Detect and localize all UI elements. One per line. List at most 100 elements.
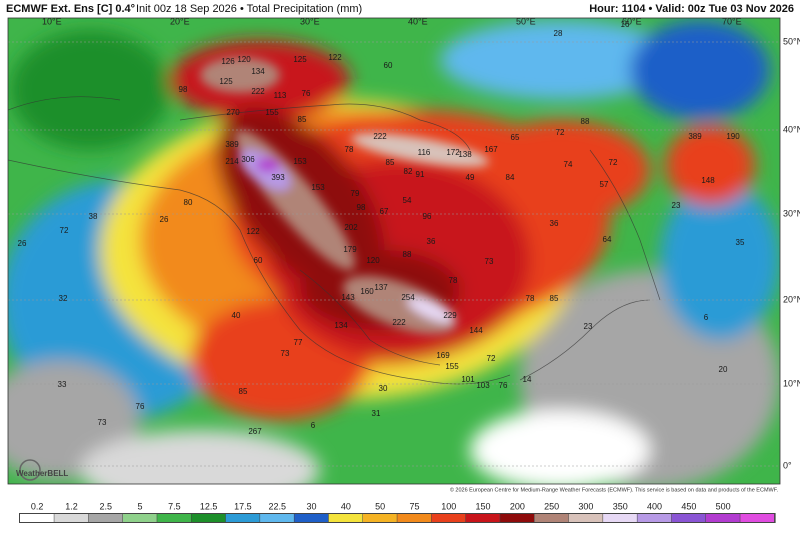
map-frame bbox=[7, 17, 781, 485]
precip-value: 96 bbox=[423, 212, 432, 221]
precip-value: 167 bbox=[484, 145, 498, 154]
header-init: Init 00z 18 Sep 2026 • Total Precipitati… bbox=[136, 3, 362, 15]
colorbar-cell bbox=[122, 514, 157, 522]
precip-value: 78 bbox=[345, 145, 354, 154]
precip-value: 77 bbox=[294, 338, 303, 347]
colorbar-label: 7.5 bbox=[168, 501, 181, 511]
precip-value: 85 bbox=[239, 387, 248, 396]
precip-value: 30 bbox=[379, 384, 388, 393]
precip-value: 143 bbox=[341, 293, 355, 302]
colorbar-label: 150 bbox=[476, 501, 491, 511]
lat-label: 0° bbox=[783, 460, 792, 470]
precip-value: 32 bbox=[59, 294, 68, 303]
colorbar-label: 100 bbox=[441, 501, 456, 511]
precip-value: 40 bbox=[232, 311, 241, 320]
lat-label: 50°N bbox=[783, 36, 800, 46]
colorbar-cell bbox=[603, 514, 637, 522]
colorbar-label: 450 bbox=[681, 501, 696, 511]
colorbar-cell bbox=[225, 514, 260, 522]
precip-value: 393 bbox=[271, 173, 285, 182]
precip-value: 35 bbox=[736, 238, 745, 247]
colorbar-cell bbox=[431, 514, 466, 522]
precip-value: 26 bbox=[18, 239, 27, 248]
precip-value: 6 bbox=[704, 313, 709, 322]
precip-value: 76 bbox=[499, 381, 508, 390]
lon-label: 20°E bbox=[170, 16, 190, 26]
colorbar-label: 17.5 bbox=[234, 501, 252, 511]
colorbar-cell bbox=[294, 514, 329, 522]
colorbar-cell bbox=[500, 514, 534, 522]
precip-value: 270 bbox=[226, 108, 240, 117]
colorbar-cell bbox=[568, 514, 603, 522]
precip-value: 306 bbox=[241, 155, 255, 164]
colorbar-label: 1.2 bbox=[65, 501, 78, 511]
precip-value: 26 bbox=[160, 215, 169, 224]
precip-value: 36 bbox=[550, 219, 559, 228]
precip-value: 125 bbox=[293, 55, 307, 64]
precip-value: 160 bbox=[360, 287, 374, 296]
precip-value: 80 bbox=[184, 198, 193, 207]
colorbar-cell bbox=[706, 514, 740, 522]
colorbar-label: 2.5 bbox=[99, 501, 112, 511]
precip-value: 16 bbox=[621, 20, 630, 29]
precip-value: 113 bbox=[274, 91, 287, 100]
precip-value: 85 bbox=[386, 158, 395, 167]
precip-value: 122 bbox=[246, 227, 260, 236]
lat-label: 30°N bbox=[783, 208, 800, 218]
precip-value: 222 bbox=[251, 87, 265, 96]
lon-label: 50°E bbox=[516, 16, 536, 26]
lon-label: 40°E bbox=[408, 16, 428, 26]
precip-value: 60 bbox=[384, 61, 393, 70]
lon-label: 10°E bbox=[42, 16, 62, 26]
colorbar-cell bbox=[54, 514, 89, 522]
precip-value: 148 bbox=[701, 176, 715, 185]
precip-value: 222 bbox=[392, 318, 406, 327]
precip-value: 254 bbox=[401, 293, 415, 302]
colorbar-label: 12.5 bbox=[200, 501, 218, 511]
colorbar-cell bbox=[328, 514, 363, 522]
precip-value: 389 bbox=[225, 140, 239, 149]
precip-value: 172 bbox=[446, 148, 460, 157]
colorbar-cell bbox=[363, 514, 397, 522]
colorbar-label: 5 bbox=[138, 501, 143, 511]
precip-value: 73 bbox=[281, 349, 290, 358]
precip-value: 72 bbox=[556, 128, 565, 137]
precip-value: 389 bbox=[688, 132, 702, 141]
colorbar-label: 75 bbox=[409, 501, 419, 511]
precip-value: 76 bbox=[136, 402, 145, 411]
precip-value: 137 bbox=[374, 283, 388, 292]
precip-value: 38 bbox=[89, 212, 98, 221]
precip-value: 88 bbox=[403, 250, 412, 259]
precip-value: 91 bbox=[416, 170, 425, 179]
precip-value: 169 bbox=[436, 351, 450, 360]
colorbar-label: 22.5 bbox=[268, 501, 286, 511]
colorbar-label: 40 bbox=[341, 501, 351, 511]
colorbar-cell bbox=[88, 514, 123, 522]
precip-value: 31 bbox=[372, 409, 381, 418]
precip-value: 98 bbox=[357, 203, 366, 212]
precip-value: 202 bbox=[344, 223, 358, 232]
precip-value: 120 bbox=[366, 256, 380, 265]
precip-value: 20 bbox=[719, 365, 728, 374]
precip-value: 98 bbox=[179, 85, 188, 94]
precip-value: 85 bbox=[298, 115, 307, 124]
precip-value: 67 bbox=[380, 207, 389, 216]
precip-value: 72 bbox=[609, 158, 618, 167]
precip-value: 85 bbox=[550, 294, 559, 303]
precip-value: 179 bbox=[343, 245, 357, 254]
precip-value: 72 bbox=[60, 226, 69, 235]
colorbar-label: 50 bbox=[375, 501, 385, 511]
precip-value: 82 bbox=[404, 167, 413, 176]
precip-value: 267 bbox=[248, 427, 262, 436]
precip-value: 74 bbox=[564, 160, 573, 169]
precip-value: 33 bbox=[58, 380, 67, 389]
colorbar-label: 500 bbox=[716, 501, 731, 511]
precip-value: 116 bbox=[418, 148, 431, 157]
precip-value: 122 bbox=[328, 53, 342, 62]
precip-value: 76 bbox=[302, 89, 311, 98]
precip-value: 49 bbox=[466, 173, 475, 182]
colorbar-cell bbox=[191, 514, 226, 522]
lat-label: 10°N bbox=[783, 378, 800, 388]
